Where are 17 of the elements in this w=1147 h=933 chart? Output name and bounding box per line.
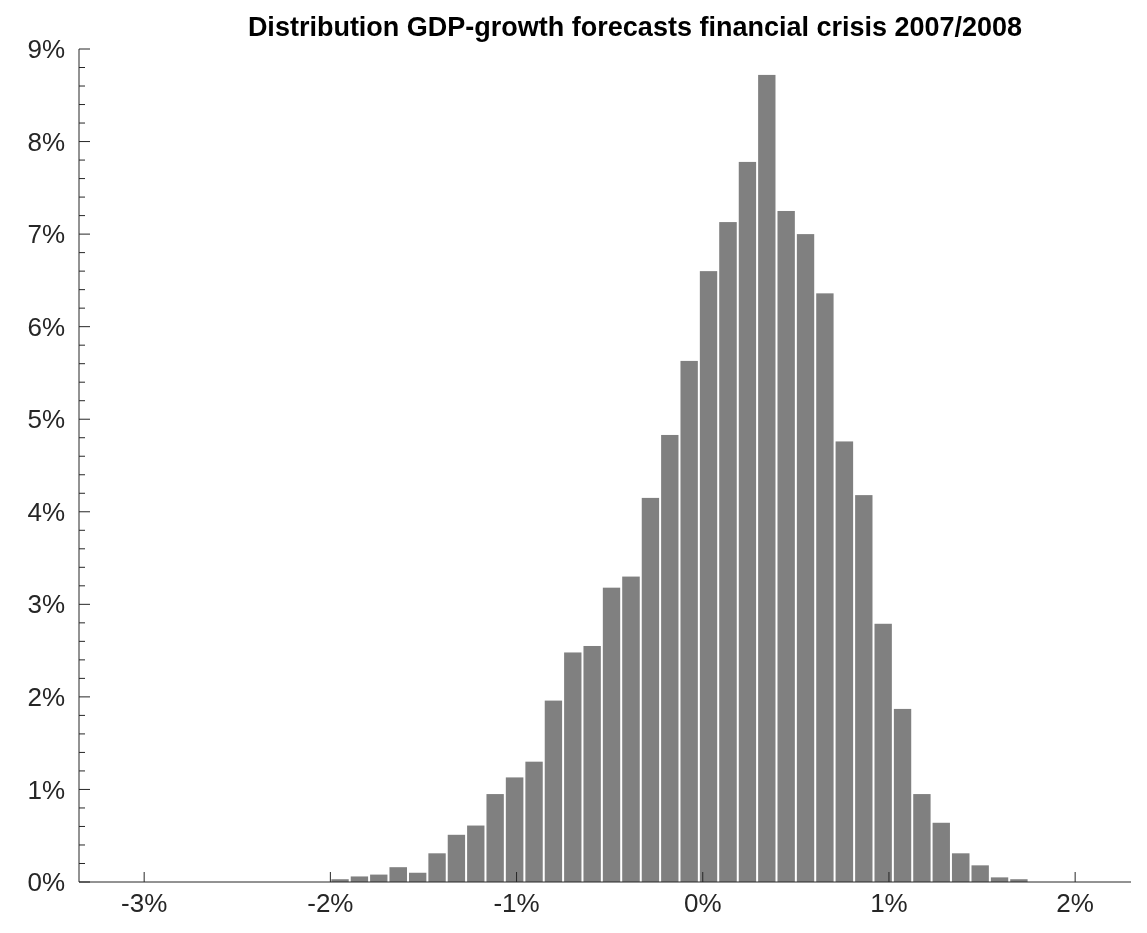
y-tick-label: 1% xyxy=(27,774,65,805)
x-tick-label: -2% xyxy=(307,888,354,918)
y-tick-label: 0% xyxy=(27,867,65,898)
y-tick-label: 9% xyxy=(27,34,65,65)
x-tick-label: 2% xyxy=(1056,888,1094,918)
x-tick-label: 0% xyxy=(683,888,722,918)
chart-title: Distribution GDP-growth forecasts financial crisis 2007/2008 xyxy=(247,12,1023,42)
y-tick-label: 5% xyxy=(27,404,65,435)
x-tick-label: -3% xyxy=(121,888,168,918)
y-tick-label: 4% xyxy=(27,496,65,527)
y-tick-label: 7% xyxy=(27,219,65,250)
x-tick-label: 1% xyxy=(870,888,908,918)
y-tick-label: 2% xyxy=(27,681,65,712)
y-tick-label: 8% xyxy=(27,126,65,157)
y-tick-label: 3% xyxy=(27,589,65,620)
x-tick-label: -1% xyxy=(493,888,540,918)
y-tick-label: 6% xyxy=(27,311,65,342)
